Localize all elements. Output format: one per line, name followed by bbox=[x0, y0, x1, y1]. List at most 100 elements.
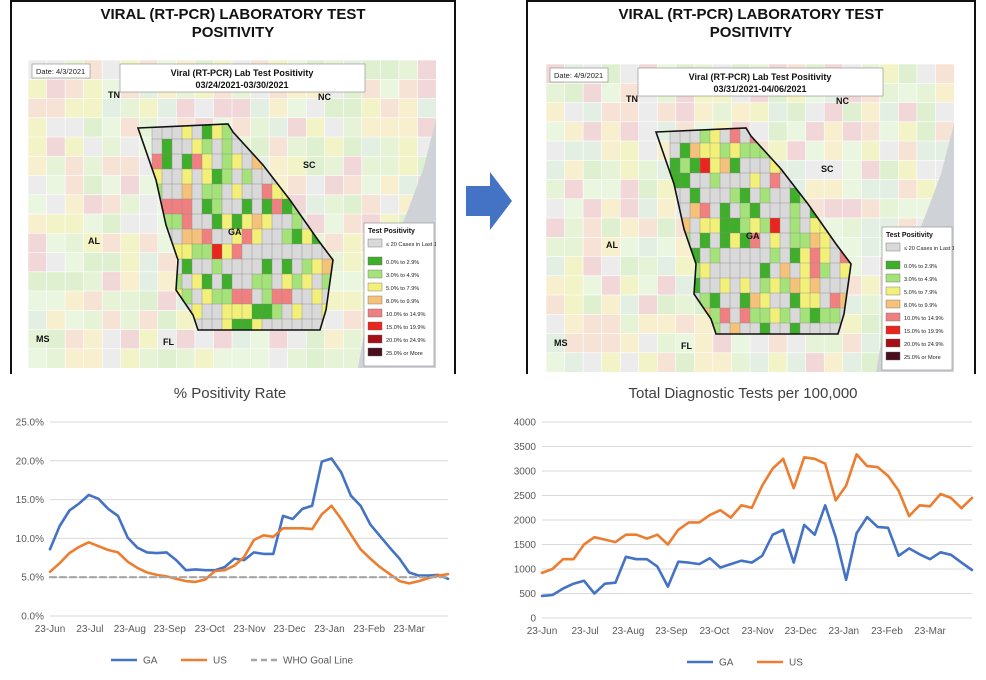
state-label-al: AL bbox=[606, 240, 618, 250]
series-line-us bbox=[540, 453, 974, 575]
georgia-county bbox=[211, 183, 223, 200]
georgia-county bbox=[709, 292, 721, 309]
georgia-county bbox=[241, 228, 253, 245]
georgia-county bbox=[201, 153, 213, 170]
georgia-county bbox=[689, 142, 701, 159]
neighbor-county bbox=[305, 117, 326, 138]
y-tick-label: 0.0% bbox=[21, 612, 44, 623]
neighbor-county bbox=[638, 179, 658, 200]
neighbor-county bbox=[546, 314, 566, 335]
georgia-county bbox=[739, 202, 751, 219]
neighbor-county bbox=[64, 271, 85, 292]
georgia-county bbox=[291, 288, 303, 305]
right-map-image: Date: 4/9/2021 Viral (RT-PCR) Lab Test Po… bbox=[546, 64, 954, 372]
georgia-county bbox=[301, 303, 313, 320]
map-legend-label: 0.0% to 2.9% bbox=[386, 260, 419, 266]
map-legend-label: 3.0% to 4.9% bbox=[386, 273, 419, 279]
y-tick-label: 1500 bbox=[514, 540, 537, 551]
georgia-county bbox=[261, 303, 273, 320]
georgia-county bbox=[251, 183, 263, 200]
map-legend-label: 20.0% to 24.9% bbox=[904, 342, 944, 348]
neighbor-county bbox=[601, 82, 621, 104]
georgia-county bbox=[779, 232, 791, 249]
neighbor-county bbox=[619, 217, 640, 239]
neighbor-county bbox=[176, 329, 196, 350]
neighbor-county bbox=[268, 348, 289, 368]
neighbor-county bbox=[28, 213, 48, 235]
georgia-county bbox=[699, 172, 711, 189]
y-tick-label: 10.0% bbox=[16, 534, 44, 545]
georgia-county bbox=[291, 303, 303, 320]
neighbor-county bbox=[638, 160, 658, 181]
neighbor-county bbox=[842, 121, 863, 142]
neighbor-county bbox=[749, 102, 770, 123]
georgia-county bbox=[201, 168, 213, 185]
state-label-nc: NC bbox=[318, 92, 331, 102]
georgia-county bbox=[769, 187, 781, 204]
neighbor-county bbox=[139, 98, 159, 119]
georgia-county bbox=[291, 228, 303, 245]
georgia-county bbox=[241, 168, 253, 185]
neighbor-county bbox=[120, 233, 140, 254]
neighbor-county bbox=[916, 64, 937, 85]
neighbor-county bbox=[601, 160, 621, 181]
neighbor-county bbox=[342, 252, 363, 273]
map-date: Date: 4/3/2021 bbox=[36, 67, 85, 76]
y-tick-label: 5.0% bbox=[21, 573, 44, 584]
georgia-county bbox=[251, 288, 263, 305]
georgia-county bbox=[789, 292, 801, 309]
neighbor-county bbox=[101, 175, 122, 196]
neighbor-county bbox=[786, 140, 807, 162]
georgia-county bbox=[799, 277, 811, 294]
neighbor-county bbox=[324, 175, 345, 196]
neighbor-county bbox=[860, 333, 881, 354]
state-label-ms: MS bbox=[554, 338, 568, 348]
georgia-county bbox=[211, 273, 223, 290]
neighbor-county bbox=[120, 117, 140, 138]
neighbor-county bbox=[157, 290, 178, 312]
georgia-county bbox=[819, 277, 831, 294]
georgia-county bbox=[729, 247, 741, 264]
georgia-county bbox=[211, 213, 223, 230]
georgia-county bbox=[201, 303, 213, 320]
neighbor-county bbox=[268, 136, 289, 158]
x-tick-label: 23-Jul bbox=[76, 624, 103, 635]
map-legend-swatch bbox=[885, 325, 901, 335]
neighbor-county bbox=[860, 237, 881, 258]
neighbor-county bbox=[601, 102, 621, 123]
legend-label-who-goal-line: WHO Goal Line bbox=[283, 656, 353, 667]
neighbor-county bbox=[916, 82, 937, 104]
georgia-county bbox=[729, 217, 741, 234]
neighbor-county bbox=[213, 98, 233, 119]
neighbor-county bbox=[564, 160, 584, 181]
georgia-county bbox=[759, 187, 771, 204]
neighbor-county bbox=[101, 290, 122, 312]
map-date-box bbox=[31, 63, 91, 79]
neighbor-county bbox=[46, 348, 66, 368]
georgia-county bbox=[271, 258, 283, 275]
georgia-county bbox=[689, 217, 701, 234]
neighbor-county bbox=[657, 198, 677, 219]
georgia-county bbox=[829, 262, 841, 279]
map-legend-title: Test Positivity bbox=[886, 232, 933, 239]
neighbor-county bbox=[28, 271, 48, 292]
georgia-county bbox=[281, 303, 293, 320]
neighbor-county bbox=[860, 121, 881, 142]
neighbor-county bbox=[619, 64, 640, 85]
map-legend-label: 8.0% to 9.9% bbox=[904, 303, 937, 309]
neighbor-county bbox=[601, 179, 621, 200]
georgia-outline bbox=[654, 127, 852, 335]
neighbor-county bbox=[342, 213, 363, 235]
georgia-county bbox=[301, 258, 313, 275]
y-tick-label: 2500 bbox=[514, 491, 537, 502]
map-legend-swatch bbox=[367, 282, 383, 292]
georgia-county bbox=[669, 142, 681, 159]
georgia-county bbox=[311, 273, 323, 290]
neighbor-county bbox=[380, 194, 400, 215]
neighbor-county bbox=[120, 156, 140, 177]
right-arrow-icon bbox=[466, 172, 512, 230]
neighbor-county bbox=[176, 348, 196, 368]
georgia-county bbox=[221, 303, 233, 320]
neighbor-county bbox=[305, 348, 326, 368]
tests-chart-title: Total Diagnostic Tests per 100,000 bbox=[628, 385, 858, 402]
